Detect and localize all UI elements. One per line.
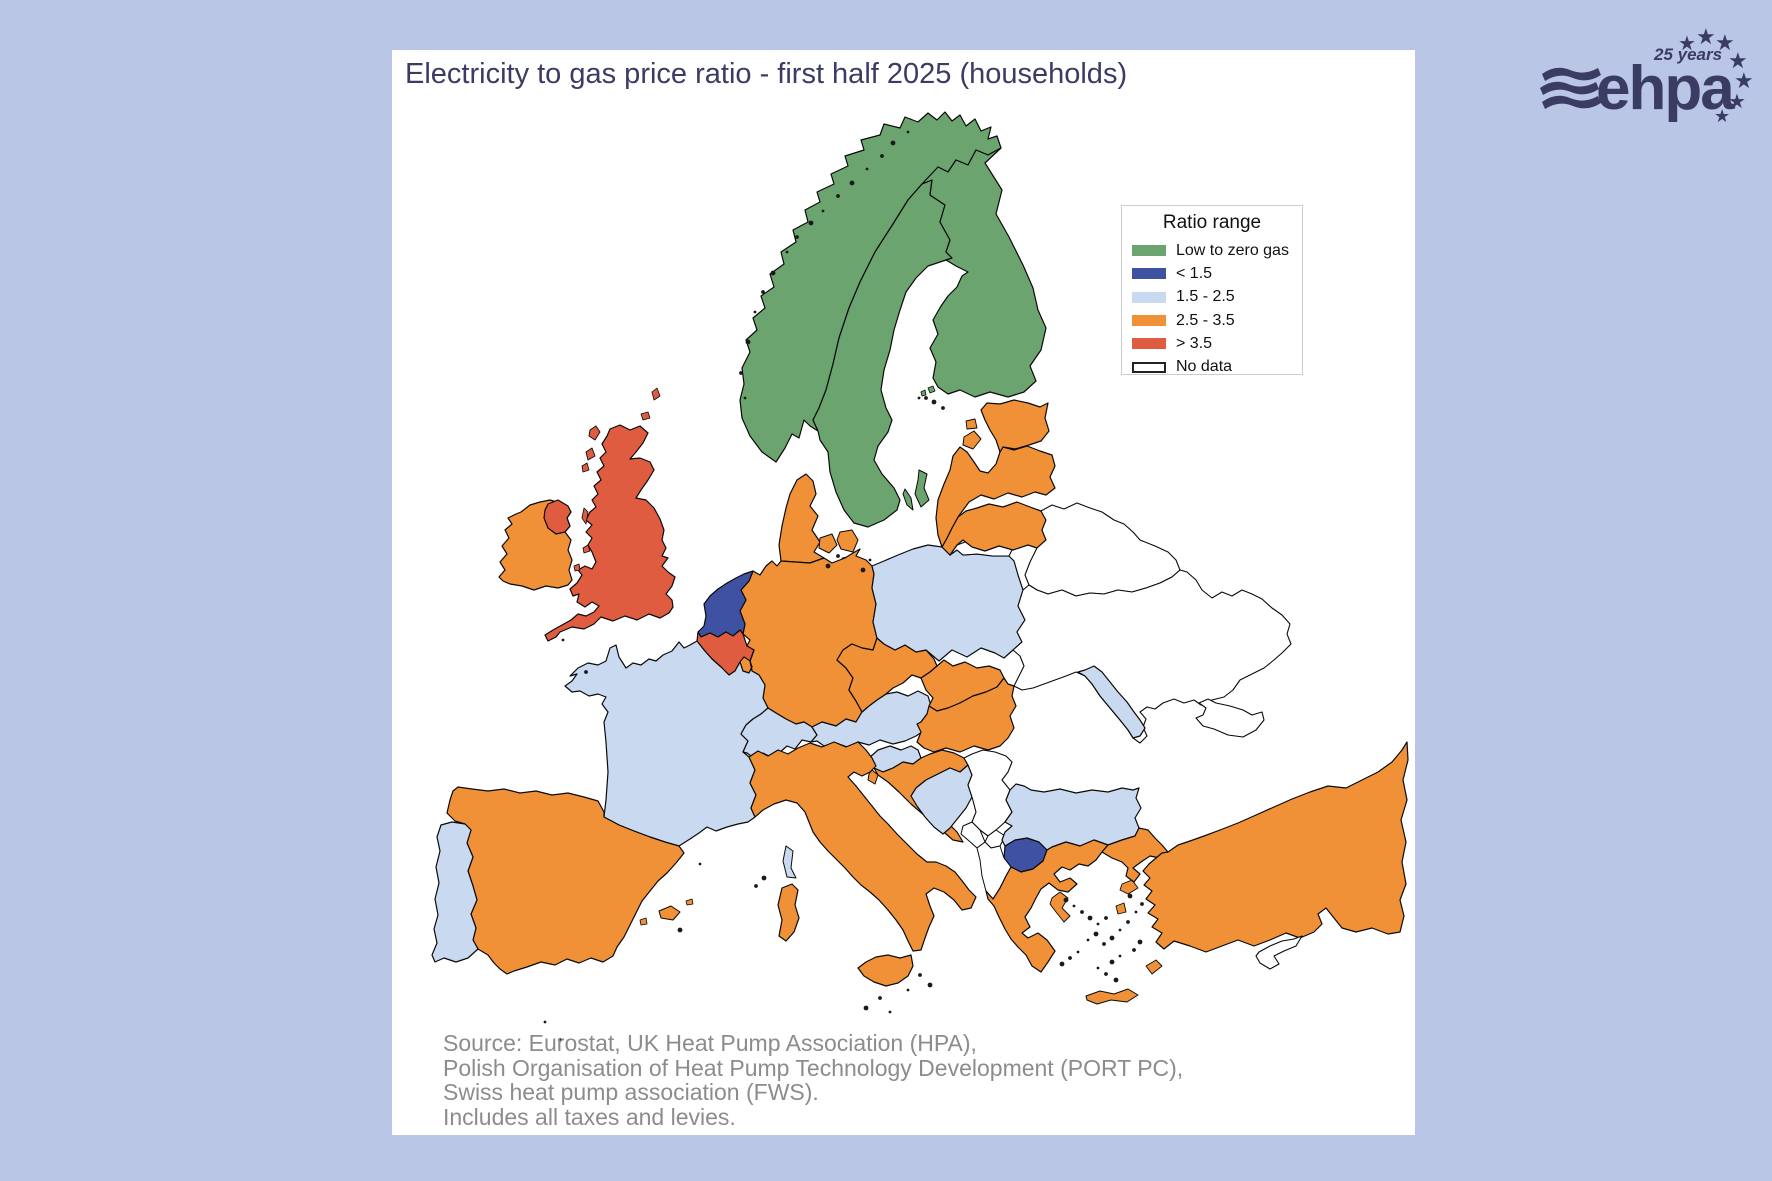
svg-text:★: ★	[1734, 68, 1754, 93]
svg-text:ehpa: ehpa	[1596, 54, 1735, 123]
svg-text:25 years: 25 years	[1653, 45, 1722, 64]
svg-text:★: ★	[1715, 30, 1735, 55]
svg-text:★: ★	[1728, 48, 1748, 73]
svg-text:★: ★	[1696, 28, 1716, 49]
svg-text:★: ★	[1714, 106, 1730, 126]
svg-text:★: ★	[1728, 91, 1746, 113]
svg-text:★: ★	[1678, 33, 1696, 55]
